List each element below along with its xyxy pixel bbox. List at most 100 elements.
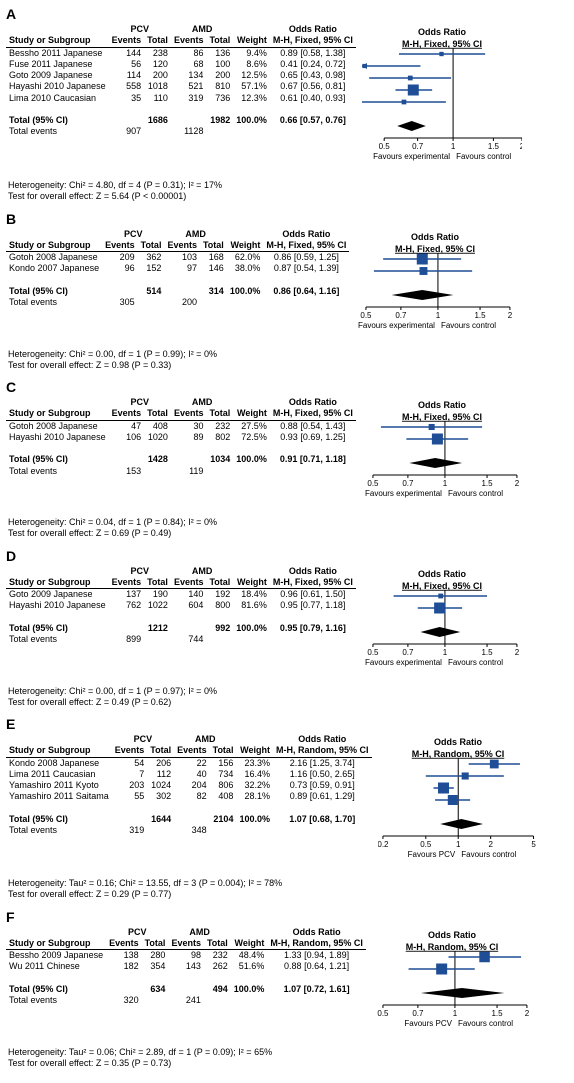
forest-table: PCVAMDOdds RatioStudy or SubgroupEventsT… (6, 927, 366, 1007)
e2: 68 (171, 59, 207, 70)
svg-text:0.7: 0.7 (402, 648, 414, 657)
study-row: Wu 2011 Chinese18235414326251.6%0.88 [0.… (6, 961, 366, 972)
e1: 182 (106, 961, 142, 972)
t1: 152 (138, 263, 165, 274)
total-row: Total (95% CI)16442104100.0%1.07 [0.68, … (6, 814, 372, 825)
heterogeneity: Heterogeneity: Chi² = 4.80, df = 4 (P = … (6, 180, 568, 191)
total-t1: 514 (138, 286, 165, 297)
study-name: Bessho 2011 Japanese (6, 47, 109, 59)
total-t1: 1428 (144, 454, 171, 465)
total-t2: 494 (204, 984, 231, 995)
forest-table: PCVAMDOdds RatioStudy or SubgroupEventsT… (6, 566, 356, 646)
heterogeneity: Heterogeneity: Tau² = 0.16; Chi² = 13.55… (6, 878, 568, 889)
total-events-label: Total events (6, 297, 102, 308)
effect-header: Odds Ratio (270, 566, 356, 577)
svg-text:Favours PCV: Favours PCV (404, 1019, 452, 1028)
svg-text:2: 2 (515, 648, 520, 657)
group2-header: AMD (171, 397, 233, 408)
or-ci: 0.96 [0.61, 1.50] (270, 589, 356, 601)
svg-text:2: 2 (508, 311, 513, 320)
panel-letter: E (6, 716, 568, 732)
panel-C: CPCVAMDOdds RatioStudy or SubgroupEvents… (6, 379, 568, 540)
group1-header: PCV (106, 927, 168, 938)
panel-letter: F (6, 909, 568, 925)
svg-text:0.2: 0.2 (378, 840, 389, 849)
total-row: Total (95% CI)634494100.0%1.07 [0.72, 1.… (6, 984, 366, 995)
svg-text:1.5: 1.5 (491, 1009, 503, 1018)
svg-text:Favours control: Favours control (456, 152, 511, 161)
or-ci: 0.88 [0.54, 1.43] (270, 420, 356, 432)
svg-text:1.5: 1.5 (481, 479, 493, 488)
col-e2: Events (174, 745, 210, 757)
svg-text:1: 1 (453, 1009, 458, 1018)
svg-text:1: 1 (443, 479, 448, 488)
col-e2: Events (171, 408, 207, 420)
total-weight: 100.0% (233, 623, 270, 634)
panel-F: F PCVAMDOdds RatioStudy or SubgroupEvents… (6, 909, 568, 1070)
study-row: Kondo 2007 Japanese961529714638.0%0.87 [… (6, 263, 349, 274)
total-t2: 314 (200, 286, 227, 297)
total-label: Total (95% CI) (6, 814, 112, 825)
col-weight: Weight (231, 938, 268, 950)
svg-text:Favours experimental: Favours experimental (365, 489, 442, 498)
e2: 22 (174, 757, 210, 769)
col-study: Study or Subgroup (6, 408, 109, 420)
svg-text:1: 1 (451, 142, 456, 151)
col-study: Study or Subgroup (6, 35, 109, 47)
group1-header: PCV (109, 397, 171, 408)
t1: 408 (144, 420, 171, 432)
or-ci: 0.61 [0.40, 0.93] (270, 93, 356, 104)
svg-text:Odds Ratio: Odds Ratio (433, 737, 482, 747)
svg-text:Odds Ratio: Odds Ratio (418, 568, 467, 578)
overall-effect: Test for overall effect: Z = 0.49 (P = 0… (6, 697, 568, 708)
svg-text:M-H, Random, 95% CI: M-H, Random, 95% CI (411, 749, 504, 759)
t1: 280 (142, 950, 169, 962)
svg-text:0.7: 0.7 (412, 1009, 424, 1018)
svg-text:Favours experimental: Favours experimental (365, 658, 442, 667)
study-row: Goto 2009 Japanese13719014019218.4%0.96 … (6, 589, 356, 601)
svg-text:M-H, Fixed, 95% CI: M-H, Fixed, 95% CI (402, 412, 482, 422)
e1: 7 (112, 769, 148, 780)
t2: 156 (210, 757, 237, 769)
svg-text:2: 2 (520, 142, 522, 151)
t2: 200 (206, 70, 233, 81)
total-t1: 1644 (147, 814, 174, 825)
svg-text:1: 1 (456, 840, 461, 849)
svg-text:M-H, Fixed, 95% CI: M-H, Fixed, 95% CI (402, 39, 482, 49)
forest-table: PCVAMDOdds RatioStudy or SubgroupEventsT… (6, 24, 356, 138)
total-t2: 992 (206, 623, 233, 634)
total-row: Total (95% CI)14281034100.0%0.91 [0.71, … (6, 454, 356, 465)
svg-text:Odds Ratio: Odds Ratio (418, 27, 467, 37)
svg-text:1.5: 1.5 (475, 311, 487, 320)
study-name: Fuse 2011 Japanese (6, 59, 109, 70)
effect-header: Odds Ratio (273, 734, 372, 745)
overall-effect: Test for overall effect: Z = 5.64 (P < 0… (6, 191, 568, 202)
e1: 106 (109, 432, 145, 443)
col-model: M-H, Fixed, 95% CI (270, 577, 356, 589)
effect-header: Odds Ratio (270, 397, 356, 408)
panel-E: EPCVAMDOdds RatioStudy or SubgroupEvents… (6, 716, 568, 901)
study-name: Yamashiro 2011 Saitama (6, 791, 112, 802)
svg-text:M-H, Fixed, 95% CI: M-H, Fixed, 95% CI (395, 243, 475, 253)
t1: 112 (147, 769, 174, 780)
total-or-ci: 0.66 [0.57, 0.76] (270, 115, 356, 126)
svg-text:0.5: 0.5 (367, 479, 379, 488)
col-model: M-H, Random, 95% CI (267, 938, 366, 950)
group2-header: AMD (168, 927, 230, 938)
weight: 48.4% (231, 950, 268, 962)
study-row: Yamashiro 2011 Kyoto203102420480632.2%0.… (6, 780, 372, 791)
study-row: Bessho 2009 Japanese1382809823248.4%1.33… (6, 950, 366, 962)
total-t1: 1686 (144, 115, 171, 126)
e1: 47 (109, 420, 145, 432)
col-t2: Total (206, 408, 233, 420)
effect-header: Odds Ratio (270, 24, 356, 35)
total-label: Total (95% CI) (6, 623, 109, 634)
col-t1: Total (144, 408, 171, 420)
forest-plot: Odds RatioM-H, Fixed, 95% CI0.50.711.52F… (355, 229, 568, 349)
e2: 97 (164, 263, 200, 274)
group1-header: PCV (109, 24, 171, 35)
or-ci: 2.16 [1.25, 3.74] (273, 757, 372, 769)
e2: 143 (168, 961, 204, 972)
e2: 604 (171, 600, 207, 611)
or-ci: 1.33 [0.94, 1.89] (267, 950, 366, 962)
